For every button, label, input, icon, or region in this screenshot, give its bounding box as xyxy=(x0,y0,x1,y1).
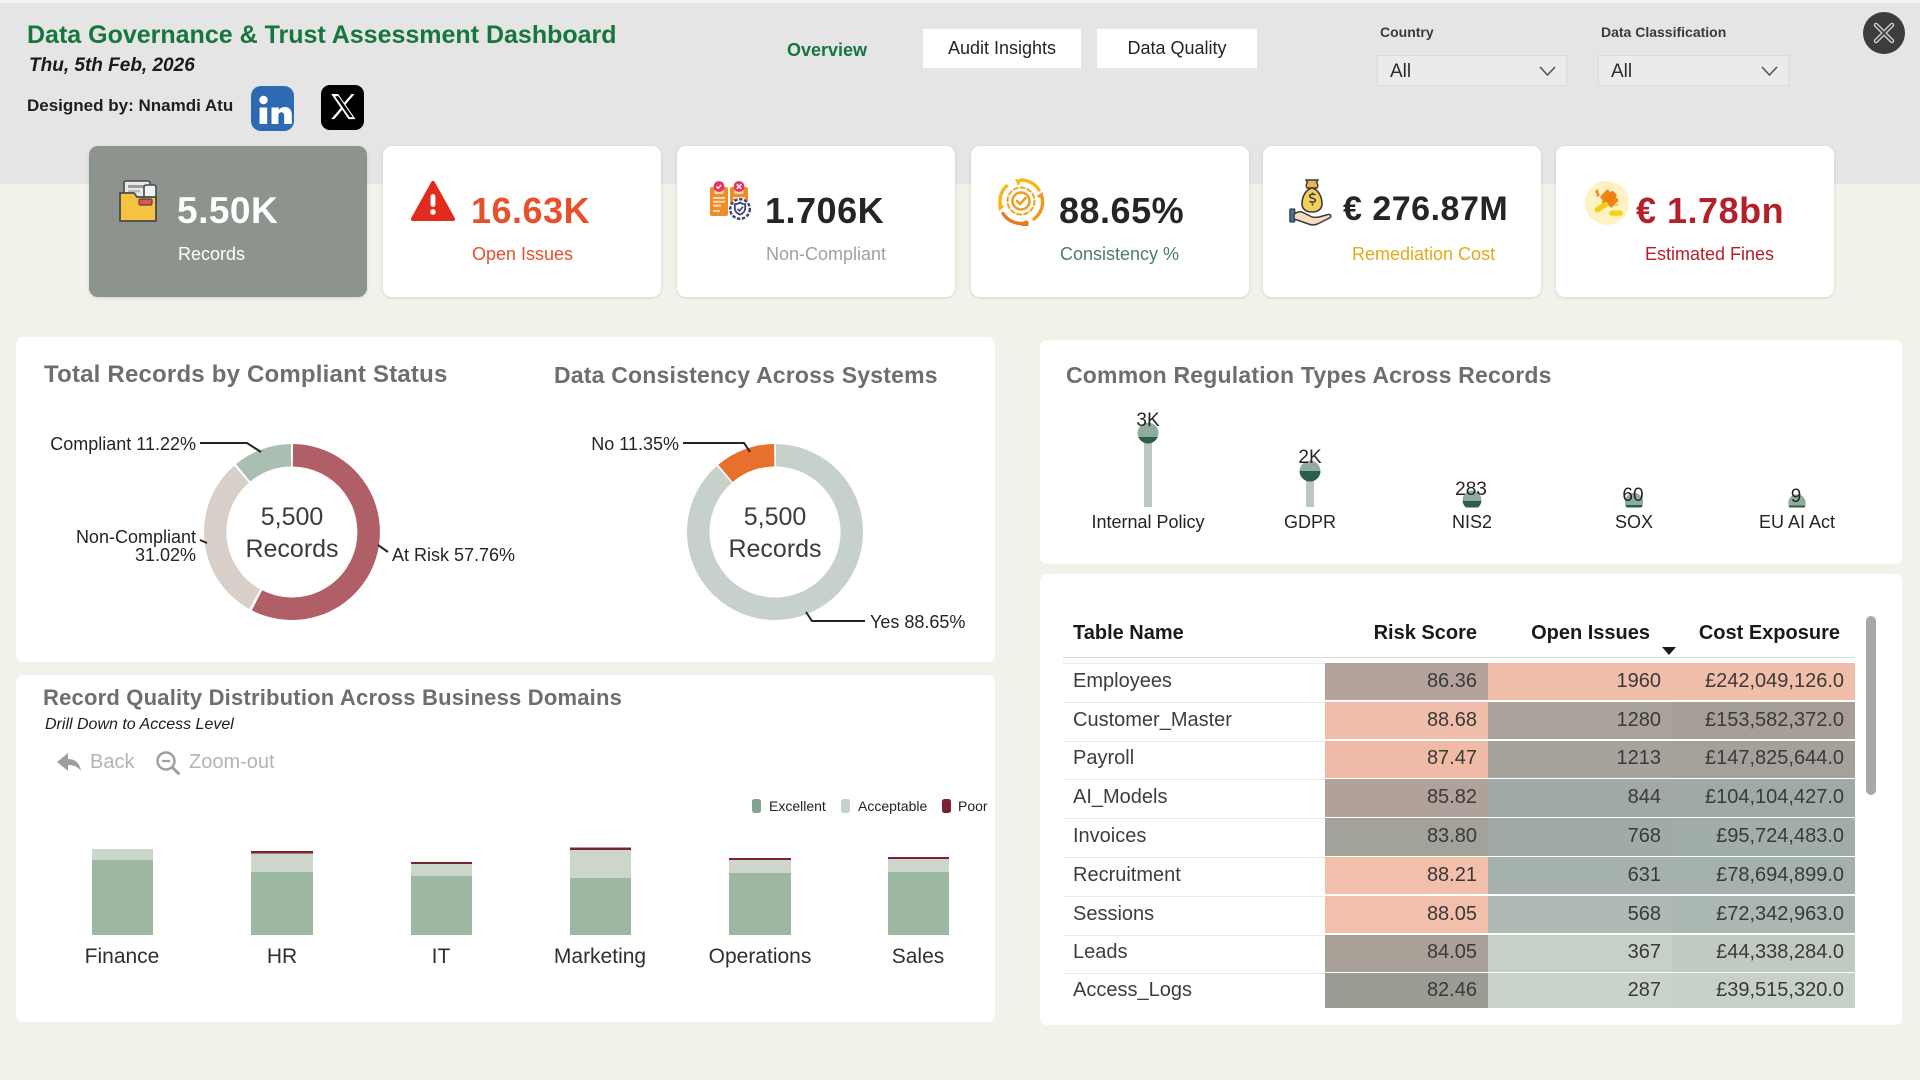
svg-text:Marketing: Marketing xyxy=(554,945,646,968)
svg-text:31.02%: 31.02% xyxy=(135,545,196,565)
svg-text:Yes 88.65%: Yes 88.65% xyxy=(870,612,965,632)
svg-text:EU AI Act: EU AI Act xyxy=(1759,512,1835,532)
svg-text:HR: HR xyxy=(267,945,297,968)
svg-text:No 11.35%: No 11.35% xyxy=(591,434,679,454)
svg-text:9: 9 xyxy=(1791,486,1802,507)
svg-text:Excellent: Excellent xyxy=(769,798,826,814)
svg-text:Back: Back xyxy=(90,751,135,773)
svg-text:2K: 2K xyxy=(1298,447,1322,468)
svg-text:5,500: 5,500 xyxy=(261,503,324,531)
svg-text:283: 283 xyxy=(1455,479,1487,500)
svg-text:Records: Records xyxy=(728,535,821,563)
svg-text:Zoom-out: Zoom-out xyxy=(189,751,275,773)
svg-text:60: 60 xyxy=(1622,485,1643,506)
svg-text:Finance: Finance xyxy=(85,945,160,968)
svg-text:Sales: Sales xyxy=(892,945,945,968)
svg-text:IT: IT xyxy=(432,945,451,968)
svg-text:NIS2: NIS2 xyxy=(1452,512,1492,532)
svg-text:GDPR: GDPR xyxy=(1284,512,1336,532)
svg-text:SOX: SOX xyxy=(1615,512,1653,532)
svg-text:5,500: 5,500 xyxy=(744,503,807,531)
svg-text:Compliant 11.22%: Compliant 11.22% xyxy=(50,434,196,454)
svg-text:Poor: Poor xyxy=(958,798,988,814)
svg-text:Operations: Operations xyxy=(709,945,812,968)
svg-text:At Risk 57.76%: At Risk 57.76% xyxy=(392,545,515,565)
svg-text:3K: 3K xyxy=(1136,410,1160,431)
svg-text:Records: Records xyxy=(245,535,338,563)
svg-text:Acceptable: Acceptable xyxy=(858,798,927,814)
svg-text:Internal Policy: Internal Policy xyxy=(1091,512,1204,532)
svg-text:Non-Compliant: Non-Compliant xyxy=(76,527,196,547)
